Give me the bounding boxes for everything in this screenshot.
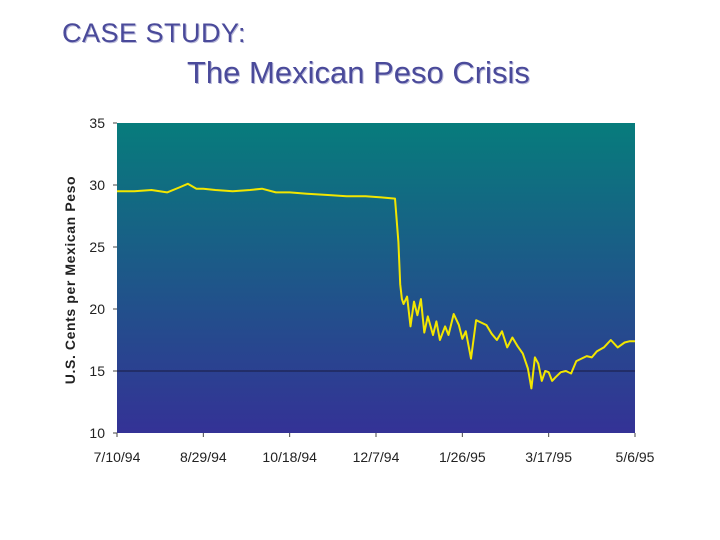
plot-area-background	[117, 123, 635, 433]
x-tick-label: 10/18/94	[262, 449, 317, 465]
y-tick-label: 30	[89, 177, 105, 193]
exchange-rate-line	[117, 182, 635, 390]
slide-title-main: The Mexican Peso Crisis	[187, 55, 530, 90]
y-tick-label: 20	[89, 301, 105, 317]
x-tick-label: 5/6/95	[616, 449, 655, 465]
y-tick-label: 35	[89, 115, 105, 131]
x-tick-label: 8/29/94	[180, 449, 227, 465]
y-tick-label: 25	[89, 239, 105, 255]
x-tick-label: 7/10/94	[94, 449, 141, 465]
x-tick-label: 12/7/94	[353, 449, 400, 465]
slide-title-case-study: CASE STUDY:	[62, 18, 247, 48]
y-tick-label: 15	[89, 363, 105, 379]
y-tick-label: 10	[89, 425, 105, 441]
x-tick-label: 1/26/95	[439, 449, 486, 465]
x-tick-label: 3/17/95	[525, 449, 572, 465]
